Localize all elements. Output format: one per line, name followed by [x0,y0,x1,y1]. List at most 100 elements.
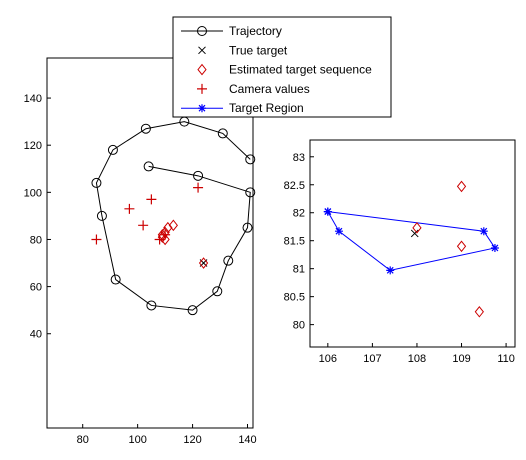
legend-swatch-marker [197,63,207,76]
inset-ytick-label: 83 [293,152,305,164]
inset-data-point [456,240,467,253]
main-data-point [96,210,107,221]
inset-xtick-label: 106 [319,353,337,365]
inset-ytick-label: 80.5 [284,292,305,304]
legend-swatch-marker-shape [197,83,207,94]
main-data-point [146,300,157,311]
inset-data-point-shape [412,222,422,234]
main-data-point [223,255,234,266]
main-data-point-shape [91,234,102,245]
inset-series-target-region [323,207,499,275]
main-data-point-shape [124,203,135,214]
main-data-point [193,170,204,181]
main-data-point [168,219,178,232]
inset-data-point-shape [456,240,467,253]
inset-series-estimated-target-sequence [412,180,484,318]
main-data-point-shape [217,128,228,139]
main-data-point [154,234,165,245]
inset-series-line [327,211,496,271]
legend-swatch-marker-shape [197,26,207,36]
inset-data-point-shape [456,180,467,193]
main-data-point-shape [146,300,157,311]
inset-data-point-shape [490,243,499,252]
main-data-point [212,286,223,297]
main-data-point-shape [198,257,209,269]
main-data-point-shape [168,219,178,232]
legend-swatch-marker [197,83,207,94]
main-data-point [110,274,121,285]
main-xtick-label: 100 [128,434,146,446]
main-data-point-shape [138,220,149,231]
main-data-point-shape [245,154,256,165]
inset-axes-box [309,139,516,348]
main-data-point-shape [143,161,154,172]
legend-swatch-marker-shape [198,104,206,113]
main-data-point [107,144,118,155]
legend-swatch-marker [198,104,206,113]
legend-entry: Camera values [197,82,310,96]
main-data-point-shape [212,286,223,297]
legend-entry: Estimated target sequence [197,63,372,77]
main-data-point [140,123,151,134]
legend-swatch-marker [197,26,207,36]
main-data-point [91,177,102,188]
legend: Trajectory True target Estimated target se… [172,16,392,118]
legend-label: True target [229,43,288,57]
inset-data-point-shape [479,227,488,236]
inset-data-point [412,222,422,234]
main-data-point-shape [245,187,256,198]
main-data-point [160,233,170,246]
main-data-point [124,203,135,214]
inset-data-point [456,180,467,193]
legend-entry: Trajectory [181,24,282,38]
inset-data-point-shape [410,229,419,238]
legend-swatch-marker-shape [197,63,207,76]
main-plot: 80 100 120 140 40 60 80 100 120 140 [24,57,257,446]
main-data-point-shape [91,177,102,188]
legend-entry: Target Region [181,101,304,115]
inset-ytick-label: 80 [293,320,305,332]
legend-label: Trajectory [229,24,282,38]
main-data-point-shape [193,170,204,181]
inset-xtick-label: 110 [497,353,515,365]
main-data-point-shape [160,229,171,240]
inset-data-point [490,243,499,252]
main-data-point [245,154,256,165]
main-data-point-shape [154,234,165,245]
main-data-point-shape [223,255,234,266]
main-data-point-shape [160,233,170,246]
main-data-point [193,182,204,193]
main-ytick-label: 100 [24,187,42,199]
main-data-point [138,220,149,231]
inset-data-point [479,227,488,236]
main-series-camera-values [91,182,204,245]
main-data-point-shape [96,210,107,221]
inset-xtick-label: 108 [408,353,426,365]
main-data-point [187,305,198,316]
main-data-point-shape [193,182,204,193]
main-xtick-label: 120 [183,434,201,446]
inset-ytick-label: 82.5 [284,180,305,192]
inset-data-point-shape [386,266,395,275]
legend-box [172,16,392,118]
main-data-point [91,234,102,245]
main-ytick-label: 40 [30,329,42,341]
inset-ytick-label: 82 [293,208,305,220]
inset-data-point [323,207,332,216]
legend-swatch-marker [198,46,206,55]
main-data-point-shape [107,144,118,155]
inset-data-point [386,266,395,275]
inset-data-point-shape [323,207,332,216]
main-data-point [217,128,228,139]
inset-series-true-target [410,229,419,238]
main-ytick-label: 80 [30,234,42,246]
legend-label: Camera values [229,82,310,96]
inset-ytick-label: 81.5 [284,236,305,248]
inset-plot: 106 107 108 109 110 80 80.5 81 81.5 82 82.5 83 [284,139,516,365]
inset-xtick-label: 107 [363,353,381,365]
main-data-point [198,257,209,269]
legend-entry: True target [198,43,288,57]
inset-ytick-label: 81 [293,264,305,276]
main-data-point [160,229,171,240]
